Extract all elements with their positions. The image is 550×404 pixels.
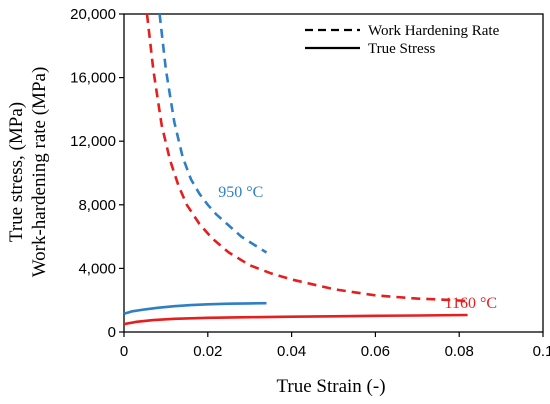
x-tick-label: 0.02 [193,343,222,360]
y-tick-label: 16,000 [70,70,116,87]
y-tick-label: 20,000 [70,6,116,23]
axes: 0 0.02 0.04 0.06 0.08 0.1 0 4,000 8,000 12,000 16,… [70,6,550,360]
legend: Work Hardening Rate True Stress [305,23,500,57]
x-tick-label: 0.1 [533,343,550,360]
y-tick-label: 8,000 [78,197,116,214]
y-tick-label: 4,000 [78,260,116,277]
temperature-annotation-1: 1160 °C [445,295,497,312]
plot-frame [123,13,544,333]
labels-layer: 950 °C 1160 °C [218,184,497,312]
legend-label-work-hardening: Work Hardening Rate [368,23,500,39]
series-line-2 [123,301,267,315]
temperature-annotation-0: 950 °C [218,184,263,201]
series-layer [123,13,468,326]
x-tick-label: 0 [120,343,128,360]
legend-label-true-stress: True Stress [368,41,436,57]
y-tick-label: 0 [108,324,116,341]
x-tick-label: 0.08 [445,343,474,360]
series-line-3 [123,313,468,326]
y-axis-title-line2: Work-hardening rate (MPa) [29,67,50,278]
y-tick-label: 12,000 [70,133,116,150]
series-line-1 [145,13,468,303]
x-axis-title: True Strain (-) [276,376,385,397]
series-line-0 [158,13,268,254]
x-tick-label: 0.06 [361,343,390,360]
y-axis-title-line1: True stress, (MPa) [6,102,27,242]
x-tick-label: 0.04 [277,343,306,360]
